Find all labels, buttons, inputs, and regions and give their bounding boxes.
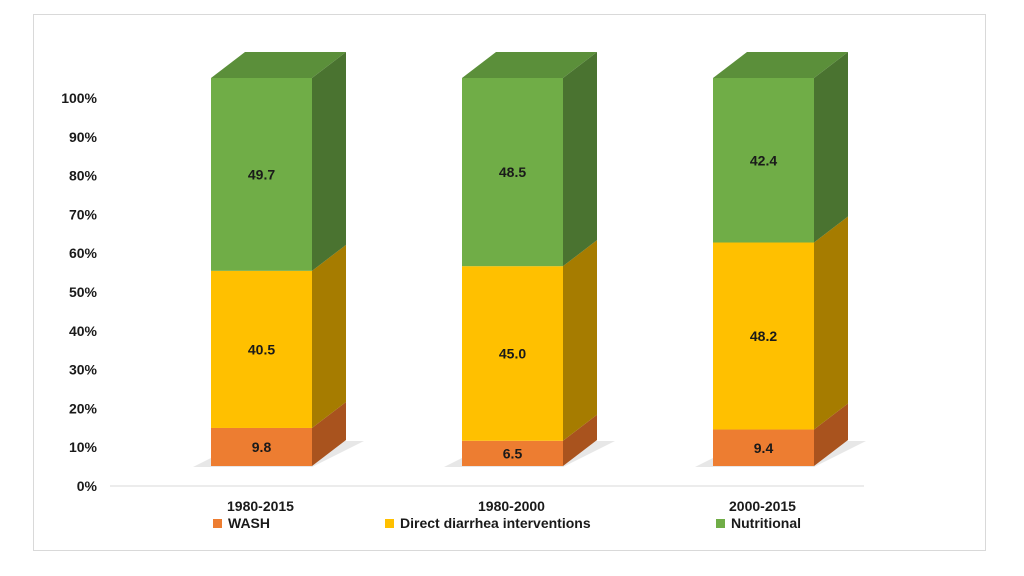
legend-swatch-direct-diarrhea <box>385 518 394 528</box>
y-tick-label: 70% <box>69 206 98 222</box>
bar-segment-side <box>312 52 346 271</box>
bar-top-face <box>462 52 597 78</box>
legend-swatch-wash <box>213 518 222 528</box>
data-label: 40.5 <box>248 341 275 357</box>
data-label: 9.4 <box>754 440 774 456</box>
legend-item-wash: WASH <box>213 515 270 531</box>
y-tick-label: 20% <box>69 400 98 416</box>
data-label: 45.0 <box>499 345 526 361</box>
bar-segment-side <box>563 52 597 267</box>
x-tick-label: 2000-2015 <box>729 498 796 514</box>
bar-top-face <box>211 52 346 78</box>
y-tick-label: 90% <box>69 129 98 145</box>
x-tick-label: 1980-2015 <box>227 498 294 514</box>
bar-segment-side <box>312 401 346 466</box>
legend: WASH Direct diarrhea interventions Nutri… <box>0 515 1024 535</box>
bar-segment-side <box>814 403 848 466</box>
y-tick-label: 80% <box>69 168 98 184</box>
legend-label-wash: WASH <box>228 515 270 531</box>
bar-segment <box>462 78 563 267</box>
bar-segment-side <box>814 216 848 430</box>
bar-segment <box>211 78 312 271</box>
bar-segment-side <box>563 240 597 441</box>
y-tick-label: 60% <box>69 245 98 261</box>
bar-segment-side <box>563 414 597 466</box>
data-label: 42.4 <box>750 152 777 168</box>
legend-item-nutritional: Nutritional <box>716 515 801 531</box>
bar-segment <box>713 429 814 466</box>
legend-label-direct-diarrhea: Direct diarrhea interventions <box>400 515 591 531</box>
bar-top-face <box>713 52 848 78</box>
y-tick-label: 100% <box>61 90 97 106</box>
y-tick-label: 40% <box>69 323 98 339</box>
bar-segment-side <box>312 244 346 428</box>
y-tick-label: 30% <box>69 362 98 378</box>
data-label: 48.2 <box>750 328 777 344</box>
legend-label-nutritional: Nutritional <box>731 515 801 531</box>
legend-item-direct-diarrhea: Direct diarrhea interventions <box>385 515 591 531</box>
data-label: 6.5 <box>503 445 523 461</box>
bar-segment <box>462 266 563 441</box>
bar-segment <box>211 427 312 466</box>
data-label: 49.7 <box>248 166 275 182</box>
bar-segment <box>713 78 814 243</box>
bar-segment <box>211 270 312 428</box>
x-tick-label: 1980-2000 <box>478 498 545 514</box>
data-label: 9.8 <box>252 439 272 455</box>
y-tick-label: 10% <box>69 439 98 455</box>
y-tick-label: 50% <box>69 284 98 300</box>
legend-swatch-nutritional <box>716 518 725 528</box>
bar-segment-side <box>814 52 848 243</box>
bar-segment <box>462 440 563 466</box>
data-label: 48.5 <box>499 164 526 180</box>
bar-segment <box>713 242 814 430</box>
y-tick-label: 0% <box>77 478 98 494</box>
